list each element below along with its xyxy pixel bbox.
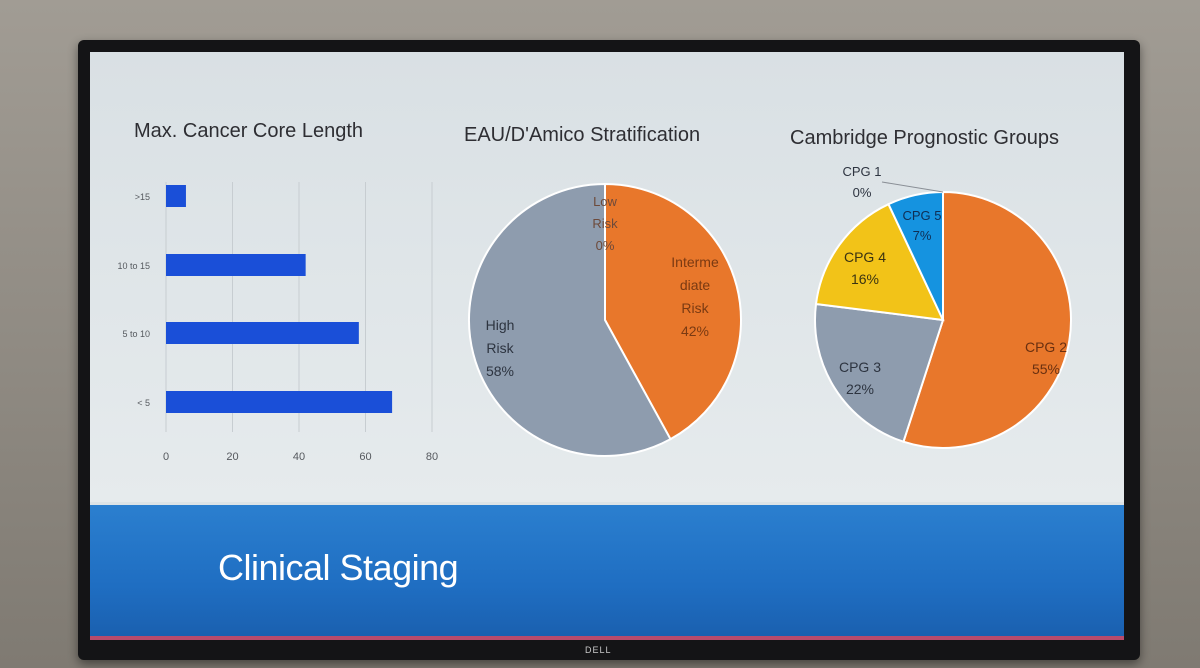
eau-slice-1 (604, 182, 742, 441)
bar-1 (166, 254, 306, 276)
eau-pie-title: EAU/D'Amico Stratification (464, 124, 701, 146)
bar-3 (166, 391, 393, 413)
eau-slice-2 (468, 182, 672, 457)
cpg-slice-2 (814, 302, 945, 443)
cpg-label-5: CPG 5 (902, 208, 941, 223)
cpg-slice-3 (814, 202, 945, 322)
footer-accent-line (90, 636, 1124, 640)
bar-x-tick-label: 80 (426, 451, 438, 463)
monitor-brand-logo: DELL (585, 645, 612, 655)
slide-footer-band (90, 505, 1124, 640)
bar-x-tick-label: 0 (163, 451, 169, 463)
slide-title: Clinical Staging (218, 547, 459, 588)
cpg-label-3: 22% (846, 381, 874, 397)
eau-label-low-risk: 0% (596, 238, 615, 253)
cpg-slice-1 (902, 190, 1072, 449)
eau-label-high-risk: 58% (486, 363, 514, 379)
cpg-label-3: CPG 3 (839, 359, 881, 375)
eau-label-low-risk: Low (593, 194, 617, 209)
cpg1-leader-line (881, 181, 944, 193)
cpg-label-2: CPG 2 (1025, 339, 1067, 355)
cpg-label-1: CPG 1 (842, 164, 881, 179)
cpg-label-4: 16% (851, 271, 879, 287)
bar-2 (166, 322, 359, 344)
cpg-label-1: 0% (853, 185, 872, 200)
eau-label-low-risk: Risk (592, 216, 618, 231)
eau-label-high-risk: Risk (486, 340, 514, 356)
cpg-label-2: 55% (1032, 361, 1060, 377)
bar-chart-title: Max. Cancer Core Length (134, 120, 364, 142)
cpg-pie-title: Cambridge Prognostic Groups (790, 127, 1060, 149)
cpg-label-5: 7% (913, 228, 932, 243)
bar-category-label: 5 to 10 (122, 329, 150, 339)
bar-x-tick-label: 20 (226, 451, 238, 463)
bar-0 (166, 185, 186, 207)
bar-category-label: 10 to 15 (117, 261, 150, 271)
charts-canvas: 0 20 40 60 80 >15 10 to 15 5 to 10 < 5 Low Risk 0% I… (117, 164, 1072, 463)
bar-x-tick-label: 60 (359, 451, 371, 463)
eau-label-intermediate-risk: diate (680, 277, 711, 293)
eau-label-intermediate-risk: 42% (681, 323, 709, 339)
bar-category-label: >15 (135, 192, 150, 202)
bar-category-label: < 5 (137, 398, 150, 408)
cpg-label-4: CPG 4 (844, 249, 886, 265)
eau-label-intermediate-risk: Interme (671, 254, 719, 270)
eau-label-high-risk: High (486, 317, 515, 333)
bar-x-tick-label: 40 (293, 451, 305, 463)
presentation-screen: Max. Cancer Core Length EAU/D'Amico Stra… (90, 52, 1124, 640)
eau-label-intermediate-risk: Risk (681, 300, 709, 316)
